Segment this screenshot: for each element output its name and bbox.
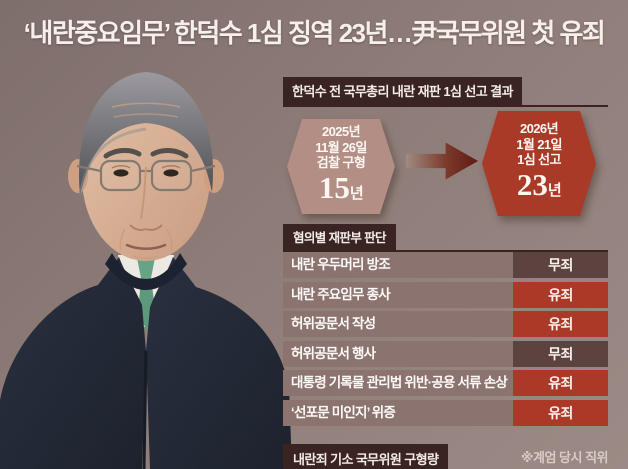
footer-box-label: 내란죄 기소 국무위원 구형량 (283, 444, 449, 469)
table-row: 허위공문서 작성 유죄 (283, 311, 608, 337)
table-row: 허위공문서 행사 무죄 (283, 340, 608, 367)
verdict-badge: 무죄 (513, 340, 608, 367)
table-row: 대통령 기록물 관리법 위반·공용 서류 손상 유죄 (283, 370, 608, 396)
table-row: 내란 우두머리 방조 무죄 (283, 252, 608, 278)
hexagon-prosecution-demand: 2025년 11월 26일 검찰 구형 15년 (287, 119, 395, 214)
hex-from-line-3: 검찰 구형 (316, 155, 366, 171)
panel-header-rule: 한덕수 전 국무총리 내란 재판 1심 선고 결과 (283, 77, 608, 107)
verdict-badge: 유죄 (513, 370, 608, 396)
hex-from-line-2: 11월 26일 (315, 139, 367, 155)
portrait-hair (79, 72, 214, 195)
hex-to-sentence: 23년 (516, 166, 562, 202)
portrait-tie (137, 258, 155, 278)
charge-label: 내란 주요임무 종사 (283, 281, 513, 308)
verdict-badge: 무죄 (513, 252, 608, 278)
headline: ‘내란중요임무’ 한덕수 1심 징역 23년…尹국무위원 첫 유죄 (23, 18, 606, 48)
charge-label: 내란 우두머리 방조 (283, 252, 513, 278)
hex-to-line-3: 1심 선고 (517, 152, 561, 168)
charge-label: 허위공문서 행사 (283, 340, 513, 367)
table-row: ‘선포문 미인지’ 위증 유죄 (283, 399, 608, 426)
verdict-badge: 유죄 (513, 281, 608, 308)
section-header-label: 혐의별 재판부 판단 (283, 224, 396, 250)
hex-to-line-1: 2026년 (520, 121, 558, 137)
table-row: 내란 주요임무 종사 유죄 (283, 281, 608, 308)
portrait-collar (105, 253, 187, 290)
portrait-photo (0, 72, 292, 469)
hexagon-court-sentence: 2026년 1월 21일 1심 선고 23년 (482, 111, 596, 216)
portrait-coat (0, 257, 146, 469)
footer-box: 내란죄 기소 국무위원 구형량 (283, 444, 449, 469)
verdict-table: 내란 우두머리 방조 무죄 내란 주요임무 종사 유죄 허위공문서 작성 유죄 … (283, 252, 608, 429)
hex-from-line-1: 2025년 (322, 124, 360, 140)
panel-header-label: 한덕수 전 국무총리 내란 재판 1심 선고 결과 (283, 77, 522, 105)
arrow-right-icon (406, 142, 478, 180)
verdict-badge: 유죄 (513, 311, 608, 337)
hex-to-line-2: 1월 21일 (516, 136, 562, 152)
charge-label: 허위공문서 작성 (283, 311, 513, 337)
charge-label: 대통령 기록물 관리법 위반·공용 서류 손상 (283, 370, 513, 396)
verdict-badge: 유죄 (513, 399, 608, 426)
hex-from-sentence: 15년 (318, 169, 364, 205)
result-panel: 한덕수 전 국무총리 내란 재판 1심 선고 결과 2025년 11월 26일 … (283, 0, 609, 469)
charge-label: ‘선포문 미인지’ 위증 (283, 399, 513, 426)
footnote: ※계엄 당시 직위 (520, 450, 609, 465)
section-header-rule: 혐의별 재판부 판단 (283, 224, 608, 252)
